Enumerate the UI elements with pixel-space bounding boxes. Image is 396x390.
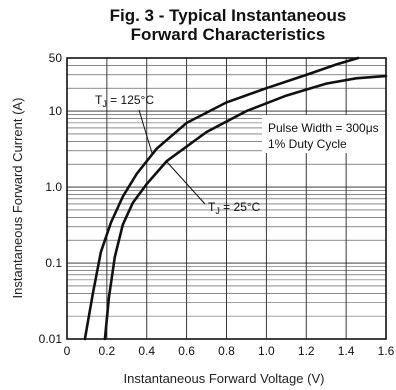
x-tick-labels: 0 0.2 0.4 0.6 0.8 1.0 1.2 1.4 1.6: [64, 344, 395, 358]
y-tick-label: 50: [49, 51, 63, 65]
label-25c-leader: [166, 161, 206, 205]
chart-title-line-2: Forward Characteristics: [131, 25, 326, 44]
pulse-width-annotation: Pulse Width = 300μs: [268, 121, 379, 135]
x-tick-label: 0.4: [138, 344, 155, 358]
x-tick-label: 1.6: [378, 344, 395, 358]
x-tick-label: 1.0: [258, 344, 275, 358]
curve-25c: [103, 74, 388, 341]
y-tick-label: 10: [49, 104, 63, 118]
y-axis-label: Instantaneous Forward Current (A): [10, 98, 25, 299]
x-tick-label: 0: [64, 344, 71, 358]
x-tick-label: 1.4: [338, 344, 355, 358]
label-125c: TJ = 125°C: [95, 93, 154, 109]
y-tick-label: 0.1: [45, 256, 62, 270]
y-tick-label: 1.0: [45, 180, 62, 194]
curve-125c: [83, 56, 360, 341]
label-125c-leader: [138, 109, 153, 154]
duty-cycle-annotation: 1% Duty Cycle: [268, 137, 347, 151]
series-labels: TJ = 125°C TJ = 25°C: [95, 93, 261, 216]
chart-title-line-1: Fig. 3 - Typical Instantaneous: [110, 6, 347, 25]
x-tick-label: 0.2: [99, 344, 116, 358]
label-25c: TJ = 25°C: [208, 200, 261, 216]
x-tick-label: 1.2: [298, 344, 315, 358]
x-tick-label: 0.6: [178, 344, 195, 358]
curves: [83, 56, 388, 341]
x-tick-label: 0.8: [218, 344, 235, 358]
x-axis-label: Instantaneous Forward Voltage (V): [124, 371, 325, 386]
y-tick-labels: 0.01 0.1 1.0 10 50: [39, 51, 63, 346]
y-tick-label: 0.01: [39, 332, 63, 346]
annotation-background: [262, 115, 386, 153]
plot-frame: [66, 57, 387, 340]
